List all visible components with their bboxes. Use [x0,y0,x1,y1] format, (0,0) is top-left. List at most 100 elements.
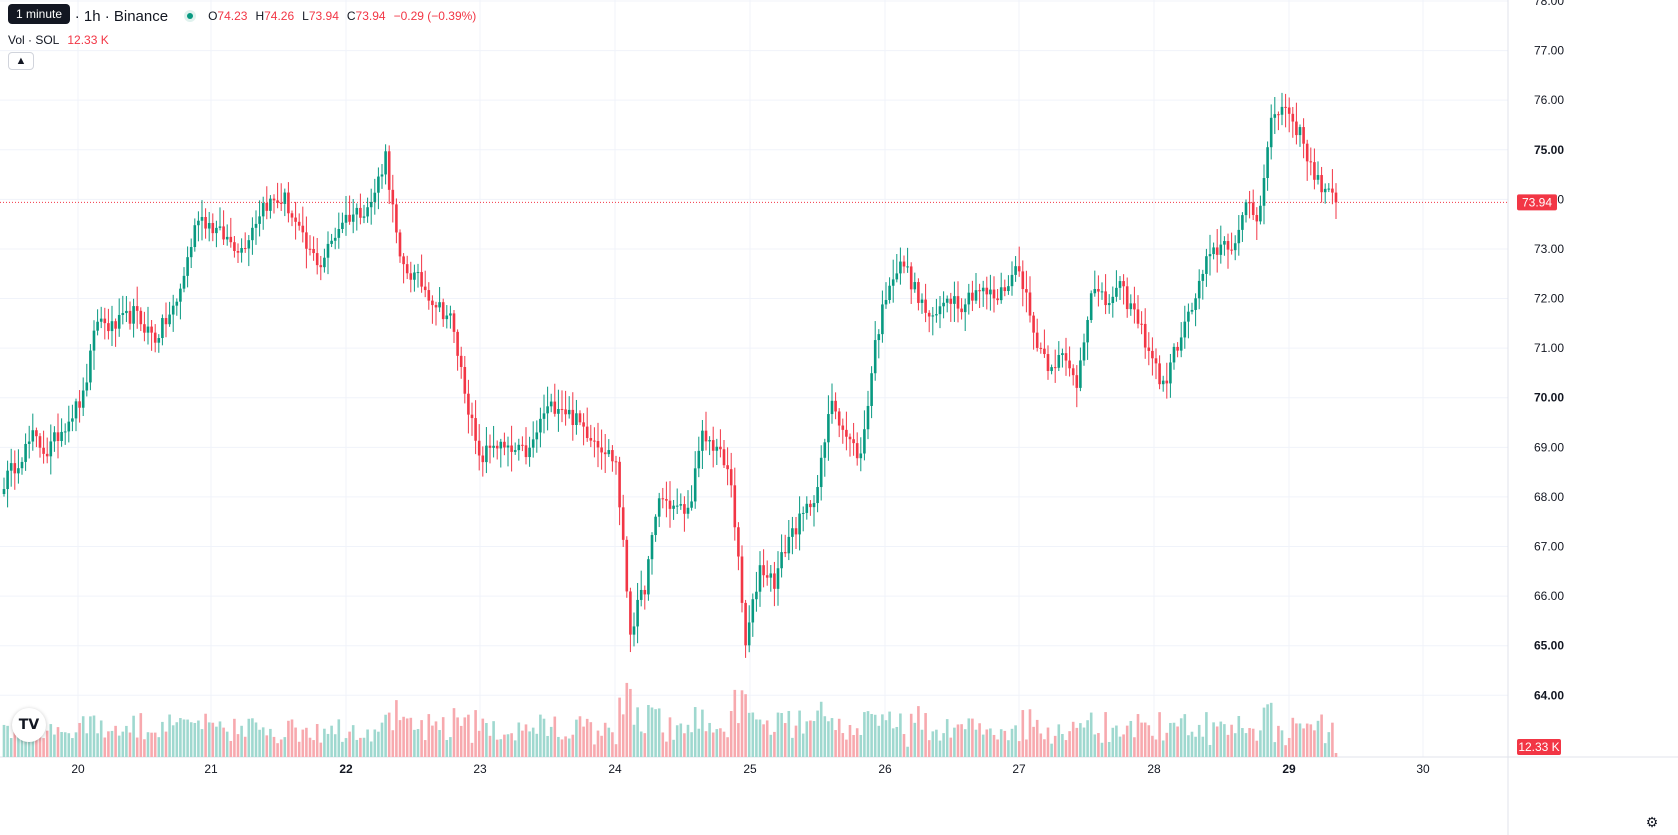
candle-body [1043,349,1046,354]
ohlc-low: L73.94 [302,9,339,23]
volume-bar [690,732,693,757]
volume-bar [388,713,391,757]
volume-bar [633,725,636,757]
volume-bar [950,738,953,757]
volume-bar [413,730,416,757]
volume-bar [438,730,441,757]
candle-body [237,251,240,253]
volume-bar [460,726,463,757]
candle-body [1187,312,1190,322]
candle-body [766,575,769,577]
candle-body [208,223,211,229]
volume-bar [860,735,863,757]
volume-bar [1187,735,1190,757]
volume-bar [154,733,157,757]
volume-bar [1018,741,1021,757]
volume-bar [122,732,125,757]
volume-bar [183,719,186,757]
candle-body [791,528,794,537]
volume-bar [1245,733,1248,757]
volume-bar [482,719,485,757]
candle-body [1277,114,1280,115]
volume-bar [1148,725,1151,757]
volume-bar [1004,731,1007,757]
volume-bar [719,728,722,757]
candle-body [129,311,132,324]
volume-bar [1140,723,1143,757]
volume-bar [528,731,531,757]
volume-bar [1256,741,1259,757]
gear-icon[interactable]: ⚙ [1642,812,1662,832]
candle-body [1335,193,1338,203]
volume-bar [384,715,387,757]
volume-bar [996,739,999,757]
candle-body [572,410,575,425]
volume-bar [863,712,866,757]
volume-bar [770,735,773,757]
volume-bar [665,742,668,757]
volume-bar [1194,737,1197,757]
candle-body [287,193,290,214]
candle-body [298,222,301,226]
candle-body [1065,353,1068,360]
candle-body [986,288,989,295]
volume-bar [68,733,71,757]
volume-bar [1216,726,1219,757]
candle-body [71,418,74,421]
volume-bar [647,705,650,757]
y-tick-label: 77.00 [1534,44,1564,58]
x-tick-label: 22 [339,762,353,776]
candle-body [1270,118,1273,147]
volume-bar [892,728,895,757]
volume-bar [1220,722,1223,757]
candle-body [802,513,805,514]
volume-bar [1036,720,1039,757]
candle-body [327,244,330,258]
candle-body [1068,361,1071,369]
volume-bar [1158,712,1161,757]
candle-body [618,462,621,508]
y-tick-label: 73.00 [1534,242,1564,256]
ohlc-values: O74.23 H74.26 L73.94 C73.94 −0.29 (−0.39… [208,9,476,23]
candle-body [1266,147,1269,178]
candle-body [809,504,812,507]
candle-body [456,332,459,356]
candle-body [320,265,323,267]
volume-legend: Vol · SOL 12.33 K [8,33,109,47]
volume-bar [928,740,931,757]
candle-body [377,177,380,193]
chevron-up-icon[interactable]: ▲ [8,52,34,70]
volume-bar [294,728,297,757]
volume-bar [399,720,402,757]
candle-body [903,262,906,267]
volume-bar [464,717,467,757]
candle-body [114,321,117,329]
candle-body [579,413,582,422]
candle-body [395,204,398,232]
tradingview-logo-icon[interactable]: TV [12,708,46,742]
volume-bar [1281,730,1284,757]
candle-body [1072,368,1075,375]
candle-body [1212,247,1215,254]
volume-bar [1101,743,1104,757]
x-tick-label: 25 [743,762,757,776]
volume-bar [158,737,161,757]
candle-body [798,514,801,535]
volume-bar [953,728,956,757]
x-tick-label: 24 [608,762,622,776]
volume-bar [417,729,420,757]
volume-bar [1050,744,1053,757]
candle-body [989,290,992,295]
candle-body [334,238,337,241]
volume-bar [50,724,53,757]
candle-body [1061,353,1064,355]
volume-bar [597,731,600,757]
candle-body [1032,316,1035,333]
volume-bar [456,717,459,757]
market-status-icon[interactable] [184,10,196,22]
candle-body [1004,287,1007,291]
volume-bar [532,728,535,757]
volume-bar [942,733,945,757]
candle-body [111,321,114,331]
